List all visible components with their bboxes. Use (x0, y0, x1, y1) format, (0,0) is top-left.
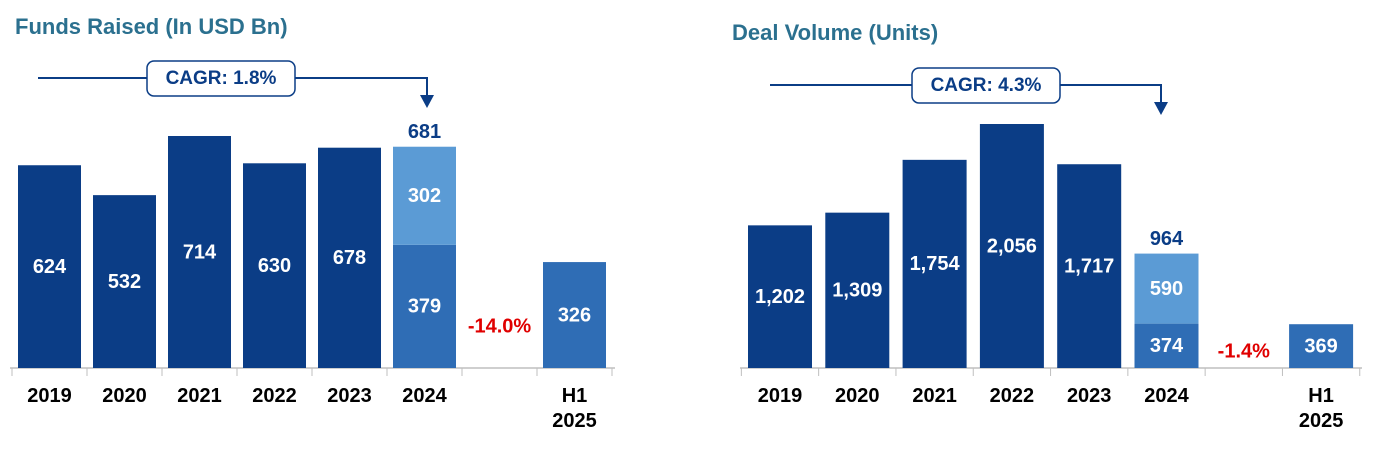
cagr-box (911, 67, 1061, 104)
x-tick-label: 2024 (402, 385, 447, 407)
value-label: 326 (558, 304, 591, 326)
value-label: 624 (33, 256, 67, 278)
value-label: 590 (1150, 278, 1183, 300)
cagr-arrowhead (420, 95, 434, 108)
chart-title: Funds Raised (In USD Bn) (15, 14, 288, 39)
value-label: 379 (408, 296, 441, 318)
bar (393, 146, 456, 245)
value-label: 714 (183, 241, 217, 263)
bar (168, 136, 231, 368)
chart-title: Deal Volume (Units) (732, 20, 938, 45)
bar (1134, 323, 1199, 368)
x-tick-label: 2024 (1144, 385, 1189, 407)
bar (1134, 253, 1199, 324)
bar (748, 225, 812, 368)
cagr-label: CAGR: 1.8% (166, 68, 277, 89)
value-label: 374 (1150, 335, 1184, 357)
bar (1057, 164, 1122, 368)
x-tick-label: 2020 (835, 385, 880, 407)
bar (93, 195, 156, 368)
value-label: 369 (1304, 335, 1337, 357)
value-label: 1,717 (1064, 255, 1114, 277)
bar (18, 165, 81, 368)
value-label: 302 (408, 185, 441, 207)
bar (243, 163, 306, 368)
value-label: 2,056 (987, 235, 1037, 257)
cagr-arrowhead (1154, 102, 1168, 115)
x-tick-label: 2019 (27, 385, 72, 407)
x-tick-label: H1 2025 (1299, 385, 1344, 432)
x-tick-label: 2020 (102, 385, 147, 407)
change-label: -14.0% (468, 315, 532, 337)
cagr-box (146, 60, 296, 97)
x-tick-label: 2019 (758, 385, 803, 407)
x-tick-label: 2021 (177, 385, 222, 407)
change-label: -1.4% (1218, 340, 1270, 362)
value-label: 1,309 (832, 280, 882, 302)
bar (543, 262, 606, 368)
cagr-arrow (770, 84, 1162, 103)
value-label: 1,202 (755, 286, 805, 308)
bar (825, 212, 890, 368)
value-label: 1,754 (910, 253, 961, 275)
bar (1289, 324, 1354, 368)
x-tick-label: 2021 (912, 385, 957, 407)
cagr-label: CAGR: 4.3% (931, 75, 1042, 96)
x-tick-label: 2023 (327, 385, 372, 407)
total-label: 964 (1150, 228, 1184, 250)
value-label: 678 (333, 247, 366, 269)
bar (902, 159, 967, 368)
x-tick-label: 2022 (252, 385, 297, 407)
value-label: 630 (258, 255, 291, 277)
bar (393, 244, 456, 368)
value-label: 532 (108, 271, 141, 293)
bar (318, 147, 381, 368)
x-tick-label: 2023 (1067, 385, 1112, 407)
x-tick-label: 2022 (990, 385, 1035, 407)
x-tick-label: H1 2025 (552, 385, 597, 432)
total-label: 681 (408, 121, 441, 143)
bar (979, 124, 1044, 368)
